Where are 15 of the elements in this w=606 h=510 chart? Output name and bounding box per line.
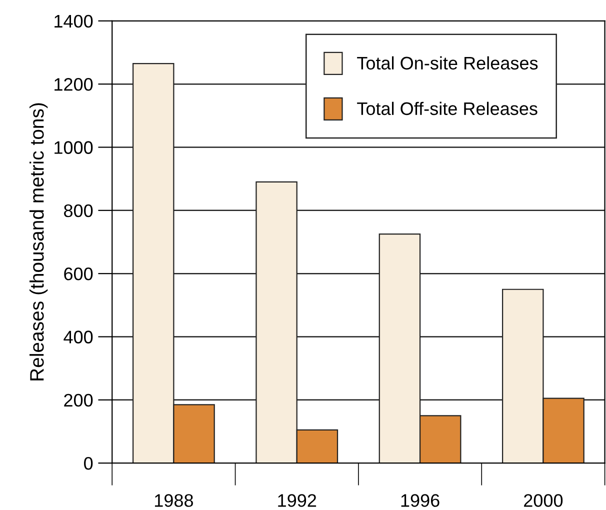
y-tick-label: 600	[64, 268, 93, 280]
x-tick-label: 1992	[278, 494, 316, 507]
y-axis-title: Releases (thousand metric tons)	[30, 103, 48, 380]
y-tick-label: 200	[64, 394, 93, 407]
legend-label: Total On-site Releases	[357, 56, 538, 70]
y-tick-label: 1400	[54, 14, 93, 28]
y-tick-label: 0	[84, 457, 93, 470]
y-tick-label: 800	[64, 204, 93, 218]
x-tick-label: 1996	[401, 494, 440, 507]
x-tick-label: 2000	[524, 494, 563, 507]
y-tick-label: 400	[64, 330, 93, 344]
x-tick-label: 1988	[154, 494, 193, 507]
legend-label: Total Off-site Releases	[357, 102, 538, 116]
y-tick-label: 1000	[54, 141, 93, 154]
y-tick-label: 1200	[54, 78, 93, 91]
